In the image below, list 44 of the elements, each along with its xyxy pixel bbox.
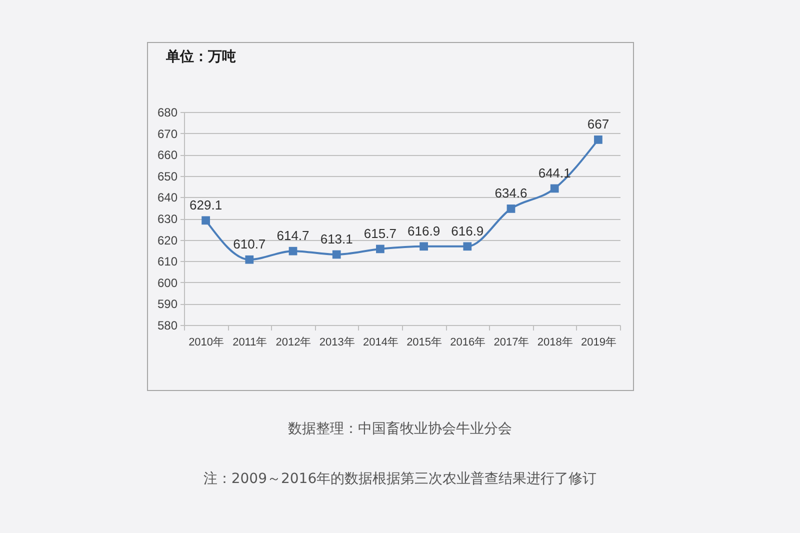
x-tick-label: 2019年 [580, 336, 616, 348]
x-tick-label: 2018年 [537, 336, 573, 348]
x-tick-label: 2013年 [319, 336, 355, 348]
x-tick-label: 2014年 [362, 336, 398, 348]
point [288, 246, 298, 256]
y-tick-label: 620 [157, 233, 178, 248]
x-tick-label: 2017年 [494, 336, 530, 348]
y-tick-label: 670 [157, 126, 178, 141]
data-label: 610.7 [233, 236, 266, 252]
data-label: 615.7 [364, 226, 396, 241]
y-tick-label: 590 [157, 297, 178, 312]
y-tick-label: 640 [157, 190, 178, 205]
data-label: 644.1 [538, 165, 571, 180]
x-tick-label: 2010年 [188, 336, 224, 348]
text: 注：2009～2016年的数据根据第三次农业普查结果进行了修订 [202, 470, 598, 488]
point [550, 184, 559, 193]
point [506, 204, 516, 213]
y-tick-label: 630 [157, 212, 178, 226]
y-tick-label: 610 [157, 254, 178, 269]
text: 数据整理：中国畜牧业协会牛业分会 [287, 420, 513, 438]
x-tick-label: 2012年 [276, 336, 312, 348]
point [376, 244, 384, 254]
data-label: 616.9 [408, 223, 440, 238]
data-label: 614.7 [276, 228, 310, 244]
x-tick-label: 2016年 [450, 336, 486, 348]
x-tick-label: 2015年 [406, 336, 442, 348]
data-label: 634.6 [494, 186, 528, 201]
chart-title: 单位：万吨 [164, 48, 236, 64]
point [594, 136, 602, 144]
y-tick-label: 660 [157, 148, 178, 162]
point [202, 216, 210, 225]
y-tick-label: 680 [157, 106, 178, 120]
y-tick-label: 580 [157, 318, 178, 332]
y-tick-label: 600 [157, 276, 178, 290]
point [245, 255, 254, 264]
data-label: 629.1 [190, 197, 222, 212]
data-label: 667 [587, 116, 610, 132]
point [463, 242, 472, 251]
y-tick-label: 650 [157, 169, 178, 184]
point [332, 250, 341, 259]
data-label: 616.9 [451, 223, 484, 238]
data-label: 613.1 [320, 231, 353, 246]
x-tick-label: 2011年 [232, 336, 268, 348]
point [420, 242, 428, 251]
